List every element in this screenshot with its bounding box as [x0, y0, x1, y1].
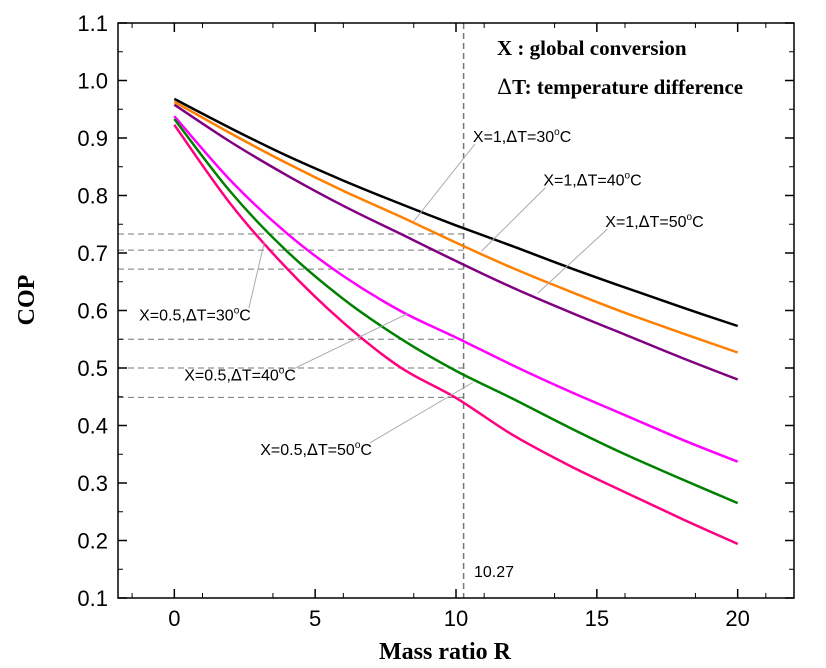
legend-line-2: ΔT: temperature difference [497, 75, 743, 99]
axis-ticks [118, 22, 794, 599]
tick-labels: 0 5 10 15 20 0.1 0.2 0.3 0.4 0.5 0.6 0.7 0.8 0.9 1.0 1.… [77, 11, 750, 631]
annot-x05-dt30-degree: o [234, 305, 240, 316]
series-line-5 [173, 118, 739, 505]
annot-x1-dt50-value: T=50 [650, 214, 687, 231]
legend: X : global conversion ΔT: temperature di… [497, 36, 743, 99]
annot-x05-dt30-value: T=30 [197, 307, 234, 324]
annot-x05-dt40-leader [293, 312, 409, 370]
annot-x1-dt30: X=1,ΔT=30oC [473, 127, 571, 146]
annot-x05-dt40-value: T=40 [242, 368, 279, 385]
legend-symbol-x: X [497, 36, 512, 60]
annot-x05-dt40: X=0.5,ΔT=40oC [184, 366, 296, 385]
legend-line-1: X : global conversion [497, 36, 687, 60]
annot-x05-dt40-degree: o [279, 366, 285, 377]
annot-x05-dt50-degree: o [355, 440, 361, 451]
series-lines [173, 97, 739, 546]
annot-x05-dt40-prefix: X=0.5, [184, 368, 231, 385]
annot-x05-dt40-delta: Δ [231, 366, 242, 385]
y-tick-label: 0.9 [77, 126, 108, 151]
annotation-leaders [248, 143, 608, 444]
series-annotations: X=1,ΔT=30oCX=1,ΔT=40oCX=1,ΔT=50oCX=0.5,Δ… [139, 127, 704, 459]
annot-x05-dt30-prefix: X=0.5, [139, 307, 186, 324]
y-tick-label: 0.3 [77, 471, 108, 496]
annot-x1-dt40-degree: o [625, 171, 631, 182]
x-tick-label: 10 [444, 606, 468, 631]
annot-x1-dt30-prefix: X=1, [473, 129, 506, 146]
annot-x1-dt40-delta: Δ [577, 171, 588, 190]
annot-x1-dt30-unit: C [560, 129, 572, 146]
legend-text-1: : global conversion [512, 36, 687, 60]
annot-x05-dt50-prefix: X=0.5, [260, 442, 307, 459]
annot-x1-dt40: X=1,ΔT=40oC [543, 171, 641, 190]
x-tick-label: 5 [309, 606, 321, 631]
annot-x05-dt50-unit: C [360, 442, 372, 459]
series-line-1 [173, 97, 739, 328]
annot-x1-dt50: X=1,ΔT=50oC [605, 212, 703, 231]
y-tick-label: 0.6 [77, 299, 108, 324]
annot-x05-dt40-unit: C [284, 368, 296, 385]
reference-lines [118, 23, 465, 598]
y-tick-label: 0.1 [77, 586, 108, 611]
y-tick-label: 0.2 [77, 529, 108, 554]
annot-x1-dt50-degree: o [687, 212, 693, 223]
series-line-4 [173, 115, 739, 463]
legend-text-2: T: temperature difference [512, 75, 743, 99]
annot-x1-dt40-prefix: X=1, [543, 173, 576, 190]
y-tick-label: 1.0 [77, 69, 108, 94]
annot-x1-dt30-delta: Δ [506, 127, 517, 146]
annot-x1-dt30-leader [413, 143, 476, 222]
x-tick-label: 0 [168, 606, 180, 631]
annot-x05-dt50: X=0.5,ΔT=50oC [260, 440, 372, 459]
y-tick-label: 0.4 [77, 414, 108, 439]
annot-x05-dt30-unit: C [239, 307, 251, 324]
annot-x1-dt30-degree: o [554, 127, 560, 138]
y-tick-label: 1.1 [77, 11, 108, 36]
y-tick-label: 0.5 [77, 356, 108, 381]
x-tick-label: 15 [585, 606, 609, 631]
annot-x05-dt30-delta: Δ [186, 305, 197, 324]
series-line-2 [173, 100, 739, 354]
annot-x05-dt50-value: T=50 [318, 442, 355, 459]
annot-x1-dt30-value: T=30 [517, 129, 554, 146]
vertical-reference-label: 10.27 [474, 564, 514, 581]
annot-x1-dt50-delta: Δ [639, 212, 650, 231]
y-tick-label: 0.7 [77, 241, 108, 266]
annot-x1-dt40-leader [480, 187, 546, 252]
series-line-3 [173, 103, 739, 381]
annot-x05-dt30: X=0.5,ΔT=30oC [139, 305, 251, 324]
annot-x05-dt50-delta: Δ [307, 440, 318, 459]
legend-symbol-delta: Δ [497, 75, 512, 99]
annot-x1-dt40-unit: C [630, 173, 642, 190]
y-axis-title: COP [14, 275, 40, 326]
annot-x1-dt40-value: T=40 [588, 173, 625, 190]
annot-x05-dt30-leader [248, 241, 265, 309]
annot-x1-dt50-leader [537, 228, 608, 294]
annot-x1-dt50-unit: C [692, 214, 704, 231]
annot-x1-dt50-prefix: X=1, [605, 214, 638, 231]
x-tick-label: 20 [725, 606, 749, 631]
series-line-6 [173, 124, 739, 546]
x-axis-title: Mass ratio R [379, 639, 512, 665]
annot-x05-dt50-leader [369, 381, 474, 444]
y-tick-label: 0.8 [77, 184, 108, 209]
